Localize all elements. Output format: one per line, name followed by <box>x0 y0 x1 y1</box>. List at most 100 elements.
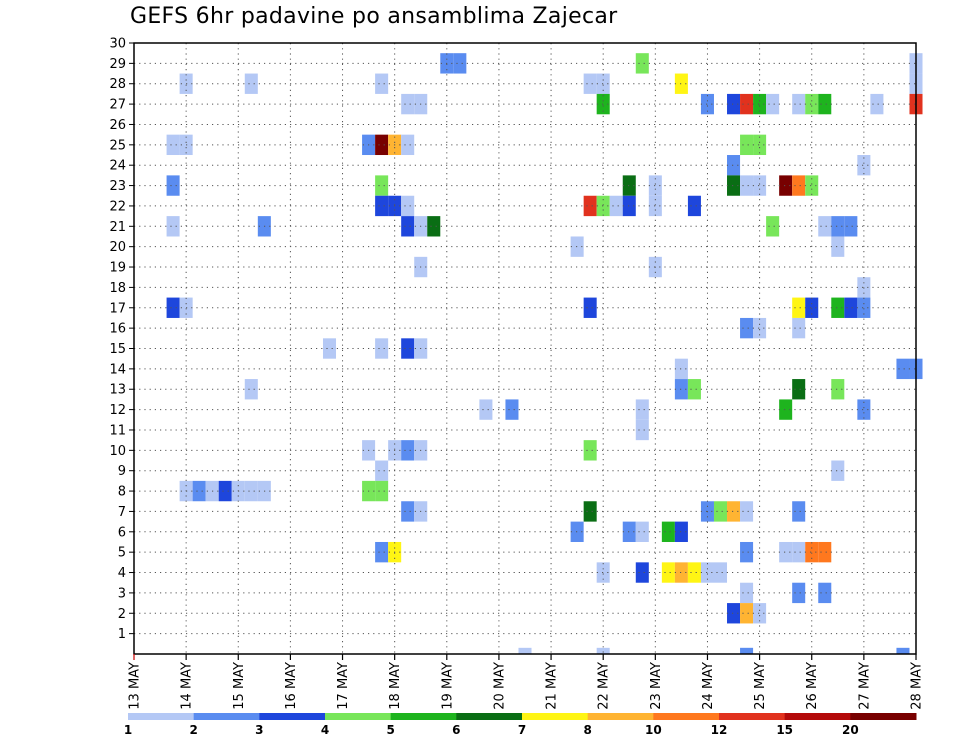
data-cell <box>166 216 180 237</box>
y-tick-label: 22 <box>109 199 126 214</box>
data-cell <box>818 582 832 604</box>
data-cell <box>674 358 688 380</box>
data-cell <box>505 399 519 420</box>
colorbar-label: 2 <box>189 723 197 737</box>
data-cell <box>479 399 493 420</box>
data-cell <box>622 175 636 196</box>
data-cell <box>244 480 258 502</box>
y-tick-label: 12 <box>109 403 126 418</box>
y-axis: 1234567891011121314151617181920212223242… <box>109 37 134 642</box>
x-tick-label: 15 MAY <box>232 662 247 710</box>
data-cell <box>857 297 871 318</box>
data-cell <box>687 379 701 400</box>
y-tick-label: 11 <box>109 423 126 438</box>
data-cell <box>700 93 714 115</box>
data-cell <box>792 582 806 604</box>
y-tick-label: 30 <box>109 37 126 52</box>
data-cell <box>609 195 623 217</box>
data-cell <box>713 562 728 583</box>
data-cell <box>375 195 389 217</box>
data-cell <box>740 134 754 156</box>
data-cell <box>687 562 701 583</box>
data-cell <box>661 562 675 583</box>
y-tick-label: 23 <box>109 179 126 194</box>
data-cell <box>740 603 754 624</box>
data-cell <box>375 480 389 502</box>
colorbar: 1 2 3 4 5 6 7 8 10 12 15 20 <box>124 713 917 737</box>
y-tick-label: 17 <box>109 301 126 316</box>
colorbar-swatch <box>522 713 589 720</box>
data-cell <box>375 73 389 94</box>
data-cell <box>453 53 467 74</box>
colorbar-swatch <box>193 713 260 720</box>
colorbar-label: 7 <box>518 723 526 737</box>
y-tick-label: 18 <box>109 281 126 296</box>
data-cell <box>740 93 754 115</box>
x-tick-label: 24 MAY <box>701 662 716 710</box>
colorbar-label: 4 <box>321 723 329 737</box>
x-tick-label: 22 MAY <box>597 662 612 710</box>
data-cell <box>375 460 389 481</box>
data-cell <box>740 175 754 196</box>
data-cell <box>779 399 793 420</box>
data-cell <box>818 541 832 563</box>
y-tick-label: 13 <box>109 383 126 398</box>
data-cell <box>792 93 806 115</box>
x-tick-label: 19 MAY <box>440 662 455 710</box>
data-cell <box>779 175 793 196</box>
y-tick-label: 7 <box>118 505 126 520</box>
y-tick-label: 25 <box>109 138 126 153</box>
data-cell <box>740 501 754 522</box>
data-cell <box>244 73 258 94</box>
colorbar-swatch <box>587 713 654 720</box>
data-cell <box>583 501 597 522</box>
data-cell <box>635 562 649 583</box>
data-cell <box>401 216 415 237</box>
data-cell <box>401 440 415 461</box>
data-cell <box>401 134 415 156</box>
y-tick-label: 9 <box>118 464 126 479</box>
data-cell <box>401 501 415 522</box>
x-tick-label: 21 MAY <box>545 662 560 710</box>
data-cell <box>192 480 206 502</box>
data-cell <box>792 175 806 196</box>
data-cell <box>427 216 441 237</box>
data-cell <box>375 134 389 156</box>
x-tick-label: 27 MAY <box>857 662 872 710</box>
data-cell <box>857 399 871 420</box>
colorbar-swatch <box>128 713 195 720</box>
data-cell <box>674 73 688 94</box>
data-cell <box>831 236 845 257</box>
data-cell <box>727 93 741 115</box>
data-cell <box>713 501 728 522</box>
colorbar-label: 1 <box>124 723 132 737</box>
colorbar-label: 12 <box>711 723 728 737</box>
data-cell <box>753 603 767 624</box>
data-cell <box>661 521 675 542</box>
colorbar-swatch <box>259 713 326 720</box>
data-cell <box>831 297 845 318</box>
y-tick-label: 21 <box>109 220 126 235</box>
y-tick-label: 8 <box>118 485 126 500</box>
colorbar-label: 20 <box>842 723 859 737</box>
data-cell <box>740 647 754 654</box>
data-cell <box>322 338 337 359</box>
x-tick-label: 28 MAY <box>910 662 925 710</box>
data-cell <box>805 297 819 318</box>
y-tick-label: 5 <box>118 546 126 561</box>
data-cell <box>844 216 858 237</box>
colorbar-swatch <box>456 713 523 720</box>
data-cell <box>896 647 910 654</box>
data-cell <box>375 175 389 196</box>
colorbar-swatch <box>653 713 720 720</box>
x-tick-label: 20 MAY <box>492 662 507 710</box>
x-tick-label: 14 MAY <box>180 662 195 710</box>
data-cell <box>753 93 767 115</box>
y-tick-label: 27 <box>109 98 126 113</box>
data-cell <box>401 338 415 359</box>
data-cell <box>635 399 649 420</box>
data-cell <box>792 541 806 563</box>
data-cell <box>805 93 819 115</box>
data-cell <box>740 317 754 339</box>
